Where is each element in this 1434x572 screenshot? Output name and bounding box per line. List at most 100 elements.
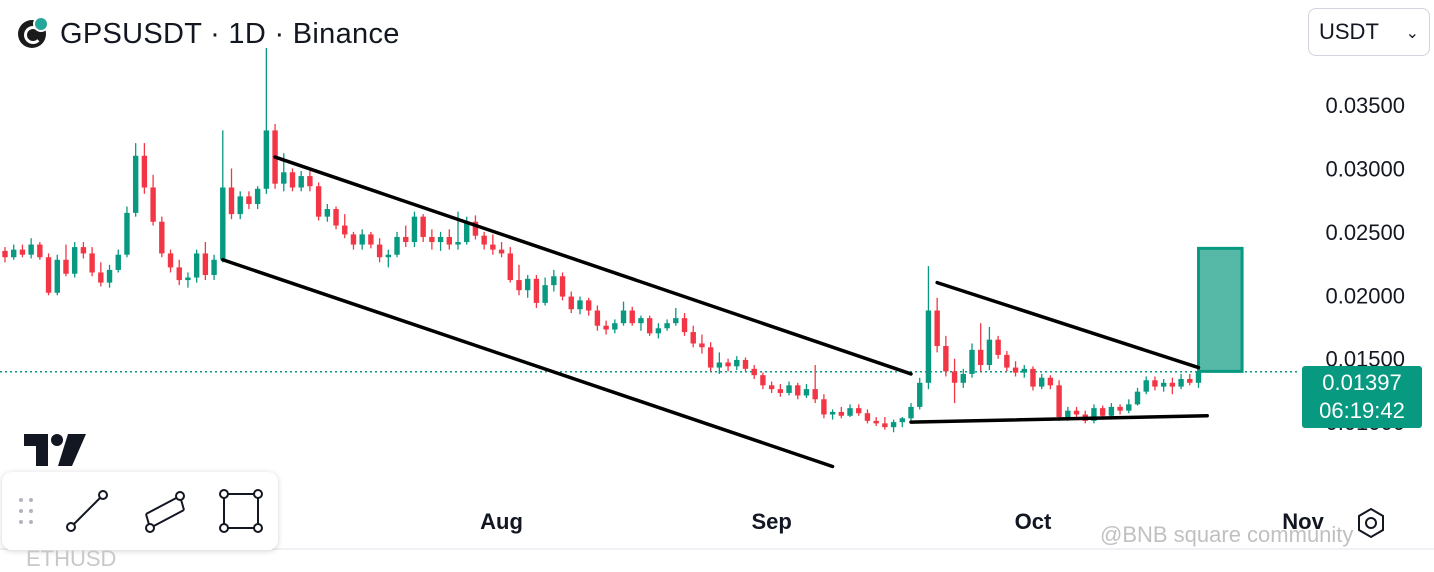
candle xyxy=(1152,376,1158,391)
candle xyxy=(925,266,932,390)
candle xyxy=(124,206,130,258)
candle xyxy=(350,231,357,250)
candles-layer xyxy=(2,48,1202,433)
candle xyxy=(577,296,583,315)
candle xyxy=(1169,377,1176,395)
candle-body xyxy=(1030,368,1036,387)
candle xyxy=(1073,406,1080,419)
candle-body xyxy=(542,285,548,303)
candle-body xyxy=(960,373,966,383)
currency-selector[interactable]: USDT ⌄ xyxy=(1308,8,1430,56)
candle-body xyxy=(176,267,182,281)
candle-body xyxy=(472,221,479,236)
candle-body xyxy=(446,236,452,245)
candle xyxy=(934,297,940,353)
candle-body xyxy=(951,371,958,383)
candle-body xyxy=(612,323,618,330)
candle-body xyxy=(420,216,426,237)
candle xyxy=(786,381,792,396)
candle-body xyxy=(760,375,766,386)
target-projection-box[interactable] xyxy=(1196,246,1244,373)
candle-body xyxy=(437,236,444,243)
candle xyxy=(246,191,252,210)
candle-body xyxy=(1099,408,1106,416)
settings-icon[interactable] xyxy=(1354,506,1388,540)
price-tick-label: 0.02500 xyxy=(1325,220,1405,245)
candle-body xyxy=(978,349,984,366)
candle xyxy=(899,417,906,428)
candle-body xyxy=(1004,354,1010,368)
rectangle-icon[interactable] xyxy=(216,486,266,536)
candle-body xyxy=(803,389,810,396)
price-axis: 0.035000.030000.025000.020000.015000.010… xyxy=(1325,93,1405,435)
channel-lower-line[interactable] xyxy=(221,258,835,469)
candle xyxy=(864,409,871,424)
candle xyxy=(11,244,17,260)
candle-body xyxy=(1126,404,1132,411)
candle xyxy=(71,242,78,278)
candle-body xyxy=(1108,406,1115,416)
secondary-symbol-text: ETHUSD xyxy=(26,546,117,571)
candle xyxy=(228,168,235,220)
candle-body xyxy=(585,300,592,311)
candle xyxy=(516,264,522,296)
candle xyxy=(795,382,801,400)
gps-coin-logo[interactable] xyxy=(18,16,49,48)
candle-body xyxy=(159,221,165,254)
candle xyxy=(254,186,261,210)
candle xyxy=(1091,404,1097,424)
candle xyxy=(106,264,113,288)
candle xyxy=(821,394,827,419)
candle-body xyxy=(568,296,574,310)
time-tick-label: Nov xyxy=(1282,509,1324,534)
candle-body xyxy=(220,187,226,260)
parallel-channel-icon[interactable] xyxy=(140,486,190,536)
candle xyxy=(1178,373,1184,390)
channel-upper-line[interactable] xyxy=(273,155,913,376)
candle-body xyxy=(899,418,906,423)
candle xyxy=(481,231,487,250)
candle xyxy=(411,211,418,248)
candle-body xyxy=(350,234,357,245)
candle xyxy=(594,305,601,331)
candle-body xyxy=(385,254,392,258)
candle-body xyxy=(498,249,505,254)
candle xyxy=(80,242,87,259)
candle xyxy=(176,259,182,286)
candle xyxy=(237,191,243,220)
candle xyxy=(37,242,43,260)
candle-body xyxy=(533,278,540,303)
grip-icon[interactable] xyxy=(16,496,36,526)
candle xyxy=(760,372,766,390)
candle xyxy=(2,247,8,263)
candle xyxy=(403,225,409,248)
candle-body xyxy=(795,385,801,396)
tradingview-logo[interactable] xyxy=(24,434,88,466)
candle xyxy=(838,406,845,419)
candle-body xyxy=(1195,371,1202,383)
candle-body xyxy=(315,186,322,217)
trend-line-icon[interactable] xyxy=(62,486,112,536)
candle-body xyxy=(106,269,113,283)
wedge-lower-line[interactable] xyxy=(909,414,1209,424)
candle xyxy=(263,48,270,194)
candle xyxy=(603,320,609,335)
candle xyxy=(1099,405,1106,419)
candle xyxy=(734,356,740,371)
candle-body xyxy=(254,188,261,204)
candle-body xyxy=(681,318,688,333)
candle-body xyxy=(751,368,757,376)
candle-body xyxy=(812,389,818,400)
candle-body xyxy=(376,244,383,258)
candle xyxy=(1134,387,1141,406)
wedge-upper-line[interactable] xyxy=(935,280,1201,370)
symbol-title[interactable]: GPSUSDT · 1D · Binance xyxy=(60,17,400,50)
candle-body xyxy=(838,411,845,416)
candle xyxy=(664,319,670,331)
candle-body xyxy=(342,225,348,235)
candle-body xyxy=(54,259,60,293)
candle xyxy=(289,168,296,192)
candle xyxy=(856,404,862,416)
candle-body xyxy=(132,155,139,213)
